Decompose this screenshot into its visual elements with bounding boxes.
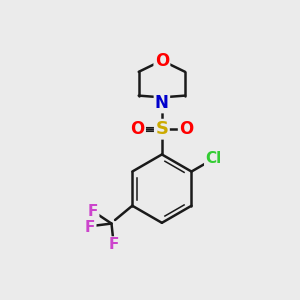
Text: O: O [179, 120, 194, 138]
Text: O: O [155, 52, 169, 70]
Text: F: F [88, 204, 98, 219]
Text: F: F [109, 238, 119, 253]
Text: O: O [130, 120, 145, 138]
Text: N: N [155, 94, 169, 112]
Text: F: F [85, 220, 95, 235]
Text: S: S [155, 120, 168, 138]
Text: Cl: Cl [205, 152, 221, 166]
